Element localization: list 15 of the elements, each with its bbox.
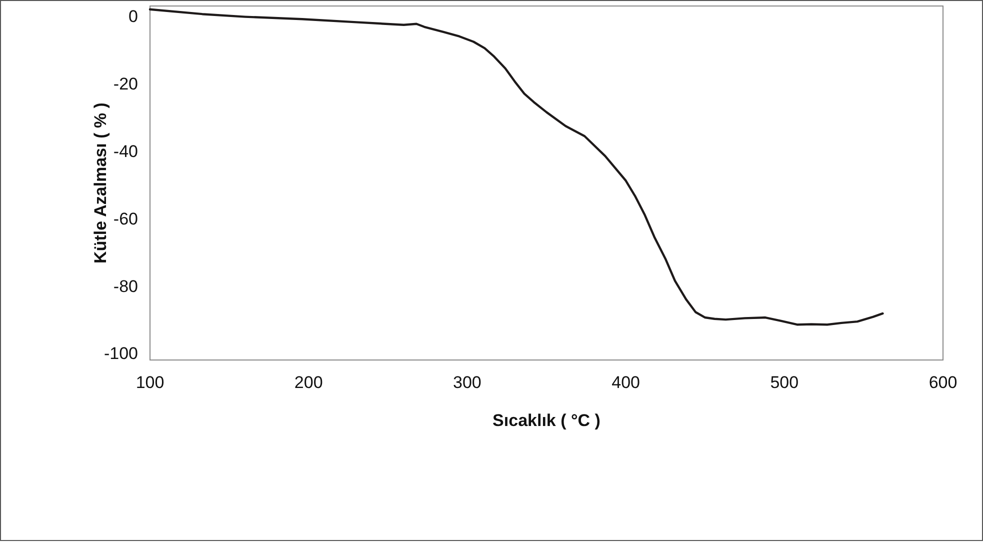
y-tick-label: -100 <box>104 344 138 364</box>
y-tick-label: -40 <box>113 142 138 161</box>
y-tick-label: -80 <box>113 276 138 296</box>
y-tick-label: 0 <box>128 7 138 26</box>
line-series <box>148 8 884 326</box>
y-axis-title: Kütle Azalması ( % ) <box>91 102 110 264</box>
x-tick-label: 600 <box>928 373 958 392</box>
x-tick-label: 200 <box>294 373 323 392</box>
x-tick-label: 500 <box>770 373 799 392</box>
x-tick-label: 100 <box>136 373 164 392</box>
x-tick-label: 400 <box>612 373 640 392</box>
x-tick-label: 300 <box>453 373 482 392</box>
y-tick-label: -60 <box>113 209 138 228</box>
y-tick-label: -20 <box>113 74 138 94</box>
x-axis-title: Sıcaklık ( °C ) <box>492 411 600 430</box>
